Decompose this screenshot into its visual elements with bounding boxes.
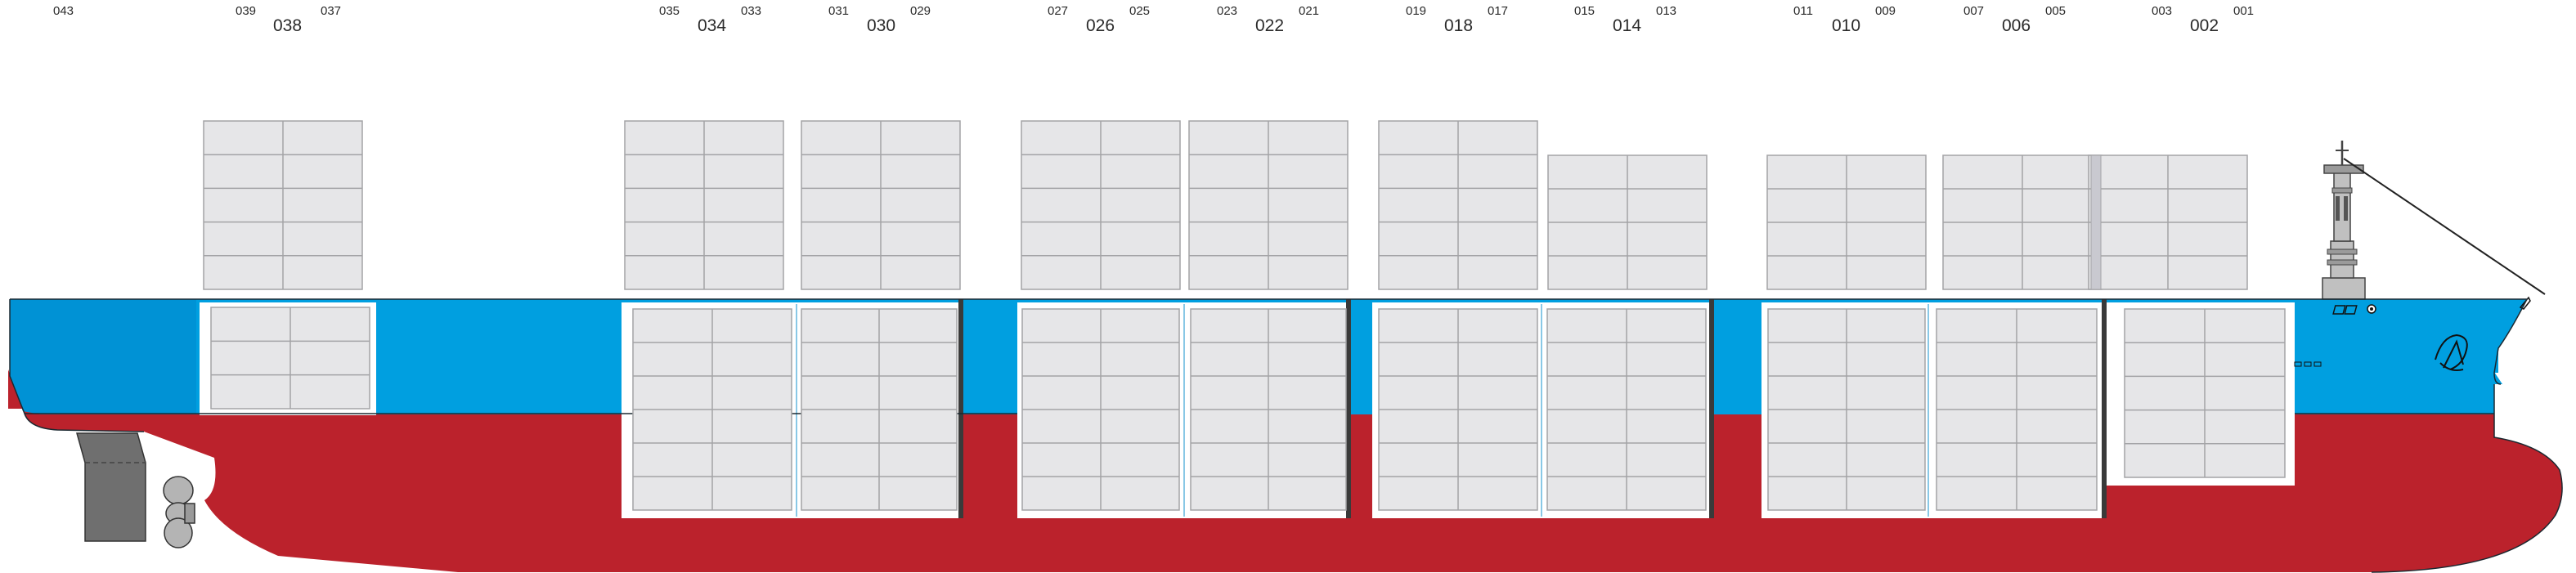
hold-stack-034 bbox=[632, 308, 792, 511]
bay-label-034: 034 bbox=[698, 16, 726, 35]
bay-label-027: 027 bbox=[1048, 4, 1068, 18]
hold-stack-006 bbox=[1936, 308, 2098, 511]
container-stacks bbox=[203, 120, 2286, 511]
bridge bbox=[2322, 141, 2546, 300]
bay-label-014: 014 bbox=[1613, 16, 1641, 35]
bulkhead bbox=[1346, 299, 1351, 518]
bay-label-005: 005 bbox=[2045, 4, 2066, 18]
deck-stack-030 bbox=[801, 120, 961, 290]
bay-label-009: 009 bbox=[1875, 4, 1896, 18]
bay-label-035: 035 bbox=[659, 4, 680, 18]
bay-labels: 043 038 039 037 034 035 033 030 031 029 … bbox=[53, 4, 2254, 35]
hull-top-stern-shade bbox=[10, 299, 196, 414]
bay-label-006: 006 bbox=[2002, 16, 2031, 35]
hold-stack-030 bbox=[801, 308, 958, 511]
bay-label-029: 029 bbox=[910, 4, 931, 18]
bay-label-038: 038 bbox=[273, 16, 302, 35]
bay-label-007: 007 bbox=[1963, 4, 1984, 18]
deck-stack-006 bbox=[1942, 154, 2103, 290]
bow-outline bbox=[2371, 384, 2563, 573]
bulkhead bbox=[958, 299, 963, 518]
deck-stack-002 bbox=[2088, 154, 2248, 290]
hold-stack-038 bbox=[210, 307, 370, 410]
bay-label-031: 031 bbox=[828, 4, 849, 18]
hold-stack-014 bbox=[1546, 308, 1707, 511]
bow bbox=[2290, 299, 2527, 373]
bay-label-019: 019 bbox=[1406, 4, 1426, 18]
bay-label-037: 037 bbox=[321, 4, 341, 18]
stack-overlap-band bbox=[2090, 154, 2102, 290]
hull-outline bbox=[10, 298, 2529, 385]
bay-label-013: 013 bbox=[1656, 4, 1676, 18]
rudder bbox=[76, 432, 146, 542]
bay-label-001: 001 bbox=[2233, 4, 2254, 18]
bay-label-039: 039 bbox=[236, 4, 256, 18]
bay-label-010: 010 bbox=[1832, 16, 1860, 35]
deck-stack-010 bbox=[1766, 154, 1927, 290]
hold-stack-010 bbox=[1767, 308, 1926, 511]
hold-stack-002 bbox=[2124, 308, 2286, 478]
propeller bbox=[163, 476, 195, 548]
deck-stack-014 bbox=[1547, 154, 1708, 290]
hold-stack-018 bbox=[1378, 308, 1538, 511]
deck-stack-034 bbox=[624, 120, 784, 290]
hold-stack-026 bbox=[1021, 308, 1180, 511]
deck-stack-018 bbox=[1378, 120, 1538, 290]
bulkhead bbox=[2102, 299, 2107, 518]
hold-stack-022 bbox=[1190, 308, 1347, 511]
bay-label-033: 033 bbox=[741, 4, 761, 18]
deck-stack-026 bbox=[1021, 120, 1181, 290]
bay-label-017: 017 bbox=[1488, 4, 1508, 18]
bay-label-030: 030 bbox=[867, 16, 895, 35]
bay-label-025: 025 bbox=[1129, 4, 1150, 18]
deck-stack-038 bbox=[203, 120, 363, 290]
bay-label-015: 015 bbox=[1574, 4, 1595, 18]
bay-label-023: 023 bbox=[1217, 4, 1237, 18]
bay-label-003: 003 bbox=[2152, 4, 2172, 18]
bay-label-stern: 043 bbox=[53, 4, 74, 18]
bay-label-018: 018 bbox=[1444, 16, 1473, 35]
bay-label-002: 002 bbox=[2190, 16, 2219, 35]
bulkhead bbox=[1709, 299, 1714, 518]
forestay-line bbox=[2343, 158, 2546, 295]
bay-label-026: 026 bbox=[1086, 16, 1115, 35]
deck-stack-022 bbox=[1188, 120, 1349, 290]
bay-label-022: 022 bbox=[1255, 16, 1284, 35]
bay-label-021: 021 bbox=[1299, 4, 1319, 18]
bay-label-011: 011 bbox=[1793, 4, 1813, 18]
